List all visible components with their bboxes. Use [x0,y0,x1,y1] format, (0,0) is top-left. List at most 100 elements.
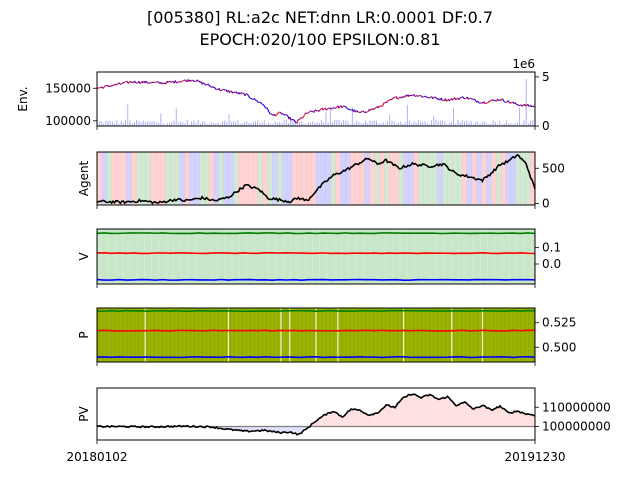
pv-area [378,410,381,427]
price-segment [127,81,130,84]
action-band [379,152,385,205]
pv-area [488,407,490,427]
price-segment [507,100,510,103]
pv-area [507,411,509,427]
price-segment [308,110,311,114]
y-tick-label: 100000 [45,114,91,128]
pv-area [479,406,481,427]
price-segment [263,105,266,108]
pv-area [358,409,360,427]
price-segment [123,81,126,84]
pv-area [459,403,461,427]
price-segment [388,99,391,101]
price-segment [335,106,338,109]
price-segment [295,122,298,124]
pv-area [494,408,496,427]
price-segment [490,99,493,101]
action-band [189,152,195,205]
action-band [243,152,249,205]
pv-area [489,408,492,427]
action-band [316,152,322,205]
action-band [150,152,156,205]
axes-frame [96,387,536,441]
price-segment [131,81,133,83]
y-tick-label: 0.0 [542,257,561,271]
value_hold-line [96,278,536,281]
action-band [462,152,468,205]
price-segment [174,80,177,83]
pv-area [367,414,369,427]
price-segment [206,83,208,86]
action-band [447,152,453,205]
pv-area [483,405,486,427]
pv-area [441,397,444,427]
action-band [515,152,521,205]
price-segment [423,95,425,98]
action-band [369,152,375,205]
pv-area [393,406,395,427]
price-segment [112,84,114,87]
price-segment [107,84,109,87]
price-segment [117,82,120,84]
action-band [174,152,181,205]
price-segment [228,90,231,93]
action-band [111,152,117,205]
price-segment [106,84,108,87]
price-segment [384,101,387,104]
pv-area [448,397,451,427]
price-segment [180,81,182,83]
pv-area [402,397,404,427]
policy_top-line [96,309,536,313]
action-band [350,152,356,205]
action-band [364,152,370,205]
price-segment [393,96,396,99]
figure-title-line1: [005380] RL:a2c NET:dnn LR:0.0001 DF:0.7 [146,8,494,27]
price-segment [318,109,321,112]
price-segment [327,107,329,110]
price-segment [270,113,273,116]
price-segment [242,92,245,95]
pv-area [453,402,455,427]
price-segment [108,85,110,88]
pv-area [497,407,499,427]
pv-area [390,406,392,427]
price-segment [514,102,517,105]
pv-area [464,401,467,427]
price-segment [121,82,124,85]
price-segment [169,80,172,83]
pv-area [269,426,271,432]
pv-area [377,412,379,427]
price-segment [360,110,363,113]
price-segment [378,105,381,109]
price-segment [525,104,527,107]
pv-area [454,404,457,427]
pv-area [444,397,446,427]
x-tick-label-start: 20180102 [66,450,127,464]
y-tick-label: 0.500 [542,340,576,354]
price-segment [183,79,185,82]
action-band [291,152,297,205]
pv-area [333,411,335,427]
pv-area [530,414,533,427]
price-segment [262,103,265,106]
price-segment [434,96,437,99]
price-segment [322,108,325,111]
action-band [437,152,443,205]
pv-area [429,394,432,427]
pv-area [405,396,407,427]
pv-area [413,394,416,427]
price-segment [250,97,252,100]
price-segment [293,119,296,122]
pv-area [406,395,408,427]
pv-area [450,399,452,427]
price-segment [314,109,317,112]
price-segment [341,106,344,109]
price-segment [413,94,416,97]
pv-area [351,408,353,427]
price-segment [493,99,496,102]
pv-area [337,413,340,427]
pv-area [372,413,375,427]
price-segment [370,108,373,111]
price-segment [467,98,470,100]
pv-area [353,409,356,427]
